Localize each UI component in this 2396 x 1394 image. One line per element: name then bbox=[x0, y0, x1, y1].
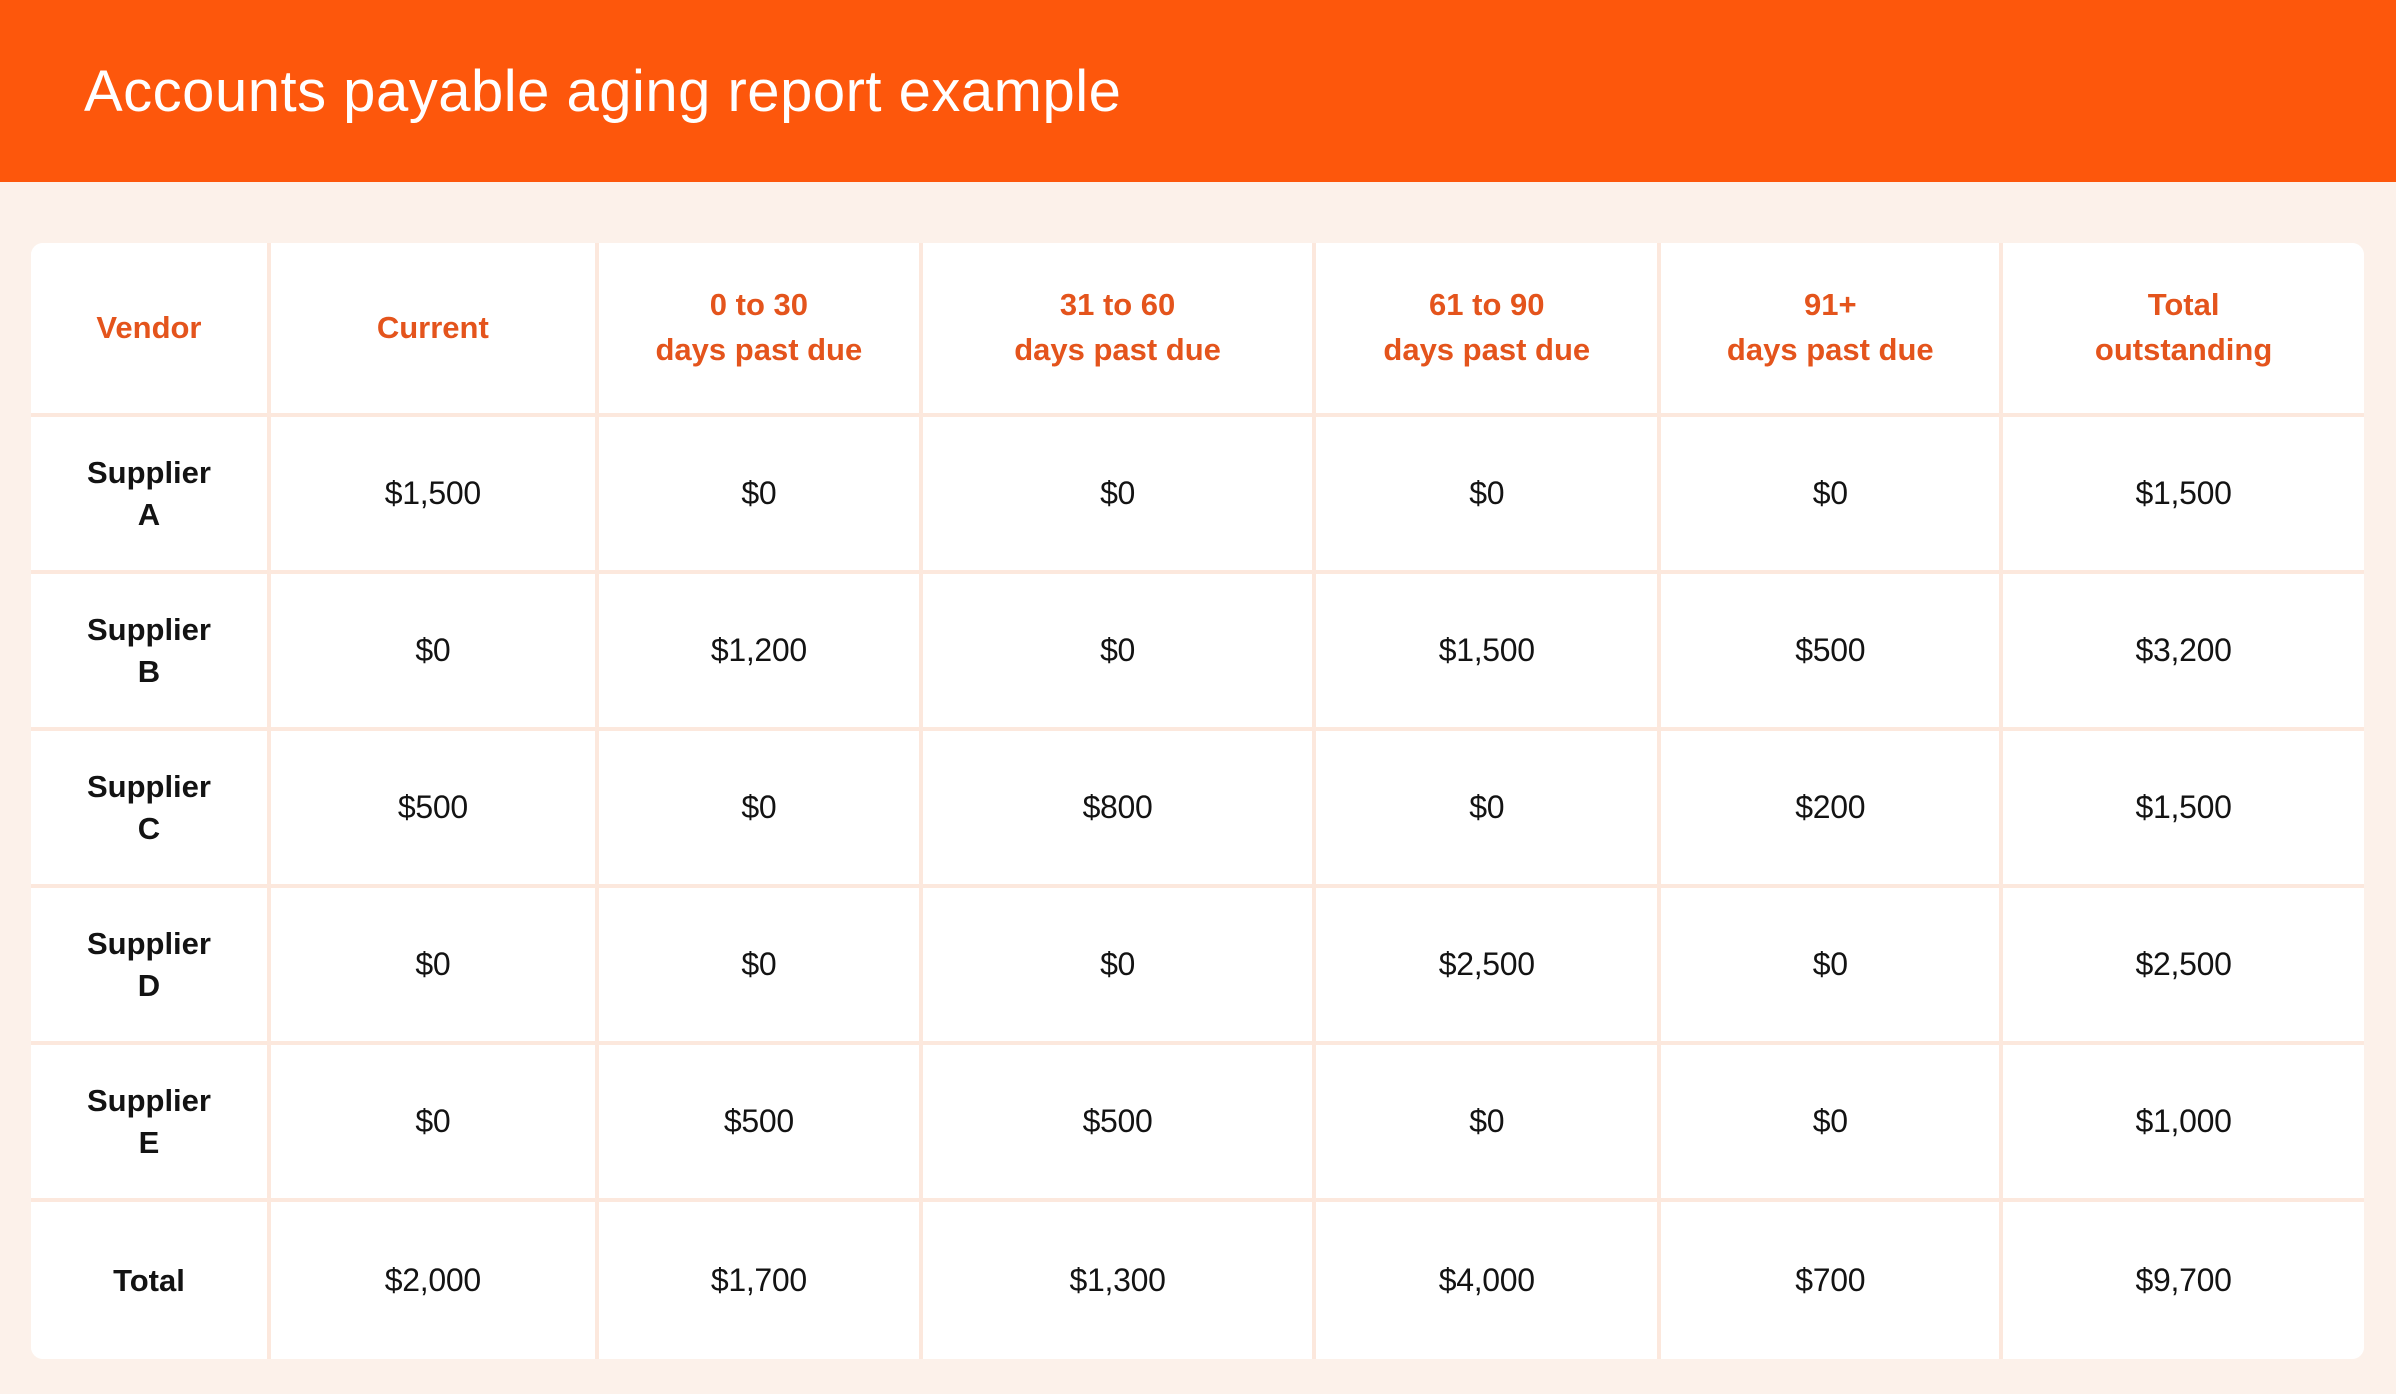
table-row-supplier-d: Supplier D $0 $0 $0 $2,500 $0 $2,500 bbox=[31, 884, 2364, 1045]
total-amount-cell: $1,300 bbox=[919, 1198, 1317, 1359]
amount-cell: $500 bbox=[594, 1041, 924, 1202]
amount-cell: $0 bbox=[1312, 727, 1662, 888]
total-amount-cell: $700 bbox=[1657, 1198, 2004, 1359]
total-amount-cell: $4,000 bbox=[1312, 1198, 1662, 1359]
page-title: Accounts payable aging report example bbox=[84, 58, 1122, 124]
table-row-supplier-e: Supplier E $0 $500 $500 $0 $0 $1,000 bbox=[31, 1041, 2364, 1202]
amount-cell: $500 bbox=[919, 1041, 1317, 1202]
vendor-name: Supplier E bbox=[86, 1082, 211, 1160]
column-header-vendor: Vendor bbox=[31, 243, 271, 417]
banner: Accounts payable aging report example bbox=[0, 0, 2396, 182]
table-row-supplier-a: Supplier A $1,500 $0 $0 $0 $0 $1,500 bbox=[31, 413, 2364, 574]
amount-cell: $0 bbox=[594, 727, 924, 888]
total-amount-cell: $9,700 bbox=[1999, 1198, 2364, 1359]
amount-cell: $200 bbox=[1657, 727, 2004, 888]
amount-cell: $0 bbox=[1657, 1041, 2004, 1202]
amount-cell: $0 bbox=[266, 884, 599, 1045]
amount-cell: $0 bbox=[919, 413, 1317, 574]
aging-report-table: Vendor Current 0 to 30 days past due 31 … bbox=[31, 243, 2364, 1359]
total-label-cell: Total bbox=[31, 1198, 271, 1359]
amount-cell: $800 bbox=[919, 727, 1317, 888]
vendor-cell: Supplier A bbox=[31, 413, 271, 574]
vendor-cell: Supplier D bbox=[31, 884, 271, 1045]
amount-cell: $3,200 bbox=[1999, 570, 2364, 731]
amount-cell: $0 bbox=[1657, 884, 2004, 1045]
total-amount-cell: $2,000 bbox=[266, 1198, 599, 1359]
aging-report-table-card: Vendor Current 0 to 30 days past due 31 … bbox=[31, 243, 2364, 1359]
total-label: Total bbox=[113, 1262, 185, 1298]
amount-cell: $1,200 bbox=[594, 570, 924, 731]
amount-cell: $0 bbox=[266, 1041, 599, 1202]
vendor-name: Supplier B bbox=[86, 611, 211, 689]
amount-cell: $0 bbox=[594, 413, 924, 574]
amount-cell: $0 bbox=[1312, 1041, 1662, 1202]
vendor-name: Supplier A bbox=[86, 454, 211, 532]
amount-cell: $0 bbox=[594, 884, 924, 1045]
column-header-61-90-days: 61 to 90 days past due bbox=[1312, 243, 1662, 417]
amount-cell: $2,500 bbox=[1999, 884, 2364, 1045]
table-header-row: Vendor Current 0 to 30 days past due 31 … bbox=[31, 243, 2364, 417]
amount-cell: $1,500 bbox=[1999, 413, 2364, 574]
amount-cell: $500 bbox=[1657, 570, 2004, 731]
vendor-cell: Supplier C bbox=[31, 727, 271, 888]
vendor-cell: Supplier B bbox=[31, 570, 271, 731]
vendor-name: Supplier D bbox=[86, 925, 211, 1003]
column-header-current: Current bbox=[266, 243, 599, 417]
column-header-91-plus-days: 91+ days past due bbox=[1657, 243, 2004, 417]
amount-cell: $1,500 bbox=[266, 413, 599, 574]
amount-cell: $1,500 bbox=[1312, 570, 1662, 731]
amount-cell: $2,500 bbox=[1312, 884, 1662, 1045]
vendor-name: Supplier C bbox=[86, 768, 211, 846]
column-header-total-outstanding: Total outstanding bbox=[1999, 243, 2364, 417]
vendor-cell: Supplier E bbox=[31, 1041, 271, 1202]
amount-cell: $0 bbox=[1657, 413, 2004, 574]
table-row-supplier-c: Supplier C $500 $0 $800 $0 $200 $1,500 bbox=[31, 727, 2364, 888]
amount-cell: $1,500 bbox=[1999, 727, 2364, 888]
table-row-total: Total $2,000 $1,700 $1,300 $4,000 $700 $… bbox=[31, 1198, 2364, 1359]
amount-cell: $0 bbox=[919, 570, 1317, 731]
amount-cell: $1,000 bbox=[1999, 1041, 2364, 1202]
amount-cell: $500 bbox=[266, 727, 599, 888]
column-header-31-60-days: 31 to 60 days past due bbox=[919, 243, 1317, 417]
table-row-supplier-b: Supplier B $0 $1,200 $0 $1,500 $500 $3,2… bbox=[31, 570, 2364, 731]
amount-cell: $0 bbox=[266, 570, 599, 731]
amount-cell: $0 bbox=[1312, 413, 1662, 574]
total-amount-cell: $1,700 bbox=[594, 1198, 924, 1359]
column-header-0-30-days: 0 to 30 days past due bbox=[594, 243, 924, 417]
amount-cell: $0 bbox=[919, 884, 1317, 1045]
